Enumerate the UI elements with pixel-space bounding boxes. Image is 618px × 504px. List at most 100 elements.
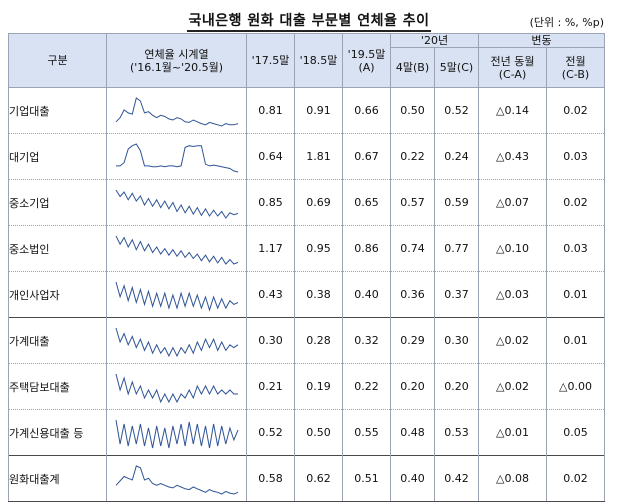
value-cell-v3: 0.32 [342, 317, 391, 364]
value-cell-v3: 0.55 [342, 409, 391, 456]
value-cell-v6: △0.07 [478, 179, 547, 226]
row-label: 원화대출계 [8, 455, 107, 502]
header-c7: 전월 (C-B) [546, 47, 605, 88]
value-cell-v7: 0.05 [546, 409, 605, 456]
value-cell-v1: 0.64 [246, 133, 295, 180]
value-cell-v5: 0.37 [434, 271, 479, 318]
value-cell-v7: 0.02 [546, 455, 605, 502]
header-c6-sub: (C-A) [498, 67, 527, 81]
sparkline-series-line [115, 189, 238, 219]
sparkline-cell [106, 87, 247, 134]
delinquency-sparkline [115, 96, 238, 127]
value-cell-v5: 0.20 [434, 363, 479, 410]
value-cell-v4: 0.57 [390, 179, 435, 226]
header-c6-label: 전년 동월 [490, 54, 535, 68]
value-cell-v2: 0.50 [294, 409, 343, 456]
header-c3: '19.5말 (A) [342, 33, 391, 88]
sparkline-series-line [115, 327, 238, 357]
sparkline-series-line [115, 281, 238, 312]
value-cell-v6: △0.01 [478, 409, 547, 456]
row-label: 가계신용대출 등 [8, 409, 107, 456]
delinquency-sparkline [115, 419, 238, 448]
row-label: 대기업 [8, 133, 107, 180]
value-cell-v6: △0.08 [478, 455, 547, 502]
value-cell-v4: 0.22 [390, 133, 435, 180]
sparkline-cell [106, 363, 247, 410]
value-cell-v7: 0.03 [546, 133, 605, 180]
sparkline-cell [106, 455, 247, 502]
sparkline-cell [106, 317, 247, 364]
value-cell-v1: 0.43 [246, 271, 295, 318]
table-row: 가계대출 0.30 0.28 0.32 0.29 0.30 △0.02 0.01 [8, 317, 605, 364]
header-c5: 5말(C) [434, 47, 479, 88]
header-c3-sub: (A) [358, 60, 375, 74]
value-cell-v5: 0.24 [434, 133, 479, 180]
value-cell-v1: 0.58 [246, 455, 295, 502]
value-cell-v7: 0.02 [546, 87, 605, 134]
table-row: 원화대출계 0.58 0.62 0.51 0.40 0.42 △0.08 0.02 [8, 455, 605, 502]
value-cell-v2: 0.69 [294, 179, 343, 226]
value-cell-v7: 0.03 [546, 225, 605, 272]
delinquency-sparkline [115, 189, 238, 219]
value-cell-v1: 0.85 [246, 179, 295, 226]
header-sparkline-label: 연체율 시계열 [144, 47, 209, 61]
value-cell-v4: 0.74 [390, 225, 435, 272]
header-sparkline-range: ('16.1월~'20.5월) [129, 60, 224, 74]
row-label: 중소법인 [8, 225, 107, 272]
delinquency-table: 구분 연체율 시계열 ('16.1월~'20.5월) '17.5말 '18.5말… [8, 33, 605, 502]
row-label: 기업대출 [8, 87, 107, 134]
value-cell-v7: 0.02 [546, 179, 605, 226]
value-cell-v5: 0.30 [434, 317, 479, 364]
value-cell-v2: 0.28 [294, 317, 343, 364]
row-label: 주택담보대출 [8, 363, 107, 410]
value-cell-v6: △0.10 [478, 225, 547, 272]
header-category: 구분 [8, 33, 107, 88]
value-cell-v1: 1.17 [246, 225, 295, 272]
value-cell-v6: △0.03 [478, 271, 547, 318]
sparkline-series-line [115, 235, 238, 265]
header-c2: '18.5말 [294, 33, 343, 88]
sparkline-cell [106, 225, 247, 272]
header-c7-label: 전월 [565, 54, 586, 68]
row-label: 개인사업자 [8, 271, 107, 318]
value-cell-v6: △0.02 [478, 317, 547, 364]
value-cell-v4: 0.50 [390, 87, 435, 134]
row-label: 가계대출 [8, 317, 107, 364]
sparkline-series-line [115, 419, 238, 448]
table-row: 중소기업 0.85 0.69 0.65 0.57 0.59 △0.07 0.02 [8, 179, 605, 226]
value-cell-v1: 0.30 [246, 317, 295, 364]
value-cell-v4: 0.29 [390, 317, 435, 364]
header-sparkline: 연체율 시계열 ('16.1월~'20.5월) [106, 33, 247, 88]
value-cell-v2: 0.19 [294, 363, 343, 410]
header-c1: '17.5말 [246, 33, 295, 88]
value-cell-v2: 0.62 [294, 455, 343, 502]
value-cell-v3: 0.65 [342, 179, 391, 226]
unit-note: (단위 : %, %p) [529, 16, 604, 29]
sparkline-series-line [115, 96, 238, 127]
header-y20: '20년 [390, 33, 479, 48]
row-label: 중소기업 [8, 179, 107, 226]
value-cell-v4: 0.36 [390, 271, 435, 318]
value-cell-v1: 0.21 [246, 363, 295, 410]
header-c6: 전년 동월 (C-A) [478, 47, 547, 88]
value-cell-v5: 0.52 [434, 87, 479, 134]
header-c7-sub: (C-B) [561, 67, 590, 81]
delinquency-sparkline [115, 373, 238, 403]
value-cell-v3: 0.86 [342, 225, 391, 272]
sparkline-cell [106, 179, 247, 226]
value-cell-v7: 0.01 [546, 271, 605, 318]
value-cell-v4: 0.20 [390, 363, 435, 410]
value-cell-v3: 0.66 [342, 87, 391, 134]
value-cell-v3: 0.51 [342, 455, 391, 502]
value-cell-v4: 0.40 [390, 455, 435, 502]
table-row: 개인사업자 0.43 0.38 0.40 0.36 0.37 △0.03 0.01 [8, 271, 605, 318]
value-cell-v3: 0.40 [342, 271, 391, 318]
value-cell-v6: △0.14 [478, 87, 547, 134]
header-change: 변동 [478, 33, 605, 48]
title-text: 국내은행 원화 대출 부문별 연체율 추이 [186, 13, 432, 32]
sparkline-series-line [115, 464, 238, 495]
sparkline-cell [106, 271, 247, 318]
table-row: 주택담보대출 0.21 0.19 0.22 0.20 0.20 △0.02 △0.00 [8, 363, 605, 410]
sparkline-series-line [115, 373, 238, 403]
value-cell-v5: 0.42 [434, 455, 479, 502]
